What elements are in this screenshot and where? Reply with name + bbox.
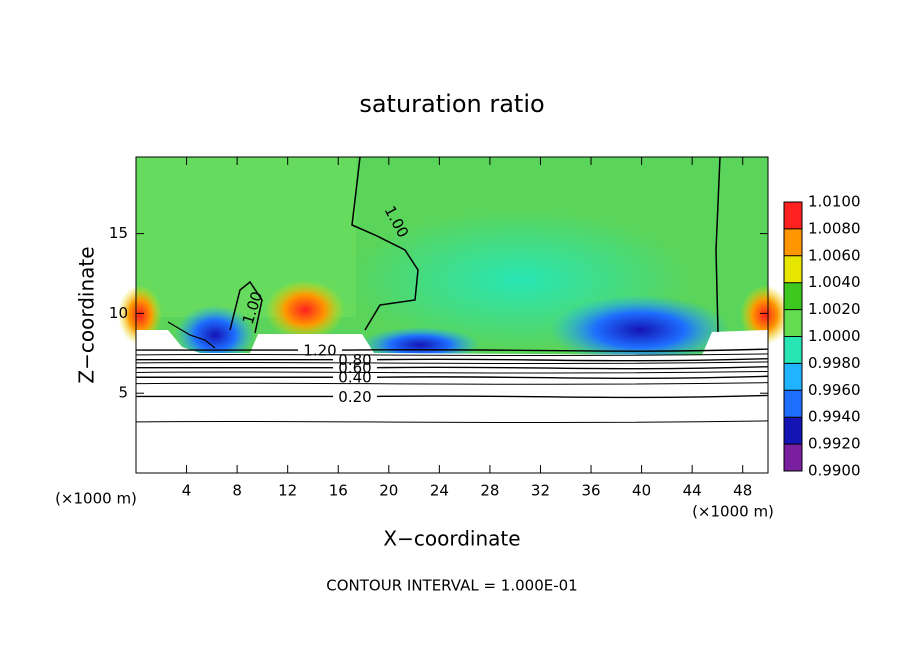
- colorbar-label: 1.0100: [808, 193, 861, 211]
- contour-label: 0.60: [338, 359, 371, 377]
- y-tick-label: 15: [109, 224, 128, 242]
- contour-line: [136, 394, 769, 399]
- colorbar-label: 0.9940: [808, 408, 861, 426]
- y-tick-label: 5: [118, 384, 128, 402]
- x-unit: (×1000 m): [692, 503, 774, 521]
- x-tick-label: 32: [531, 482, 550, 500]
- contour-line: [135, 382, 769, 385]
- chart-title: saturation ratio: [359, 90, 544, 118]
- x-tick-label: 40: [632, 482, 651, 500]
- x-tick-label: 4: [182, 482, 192, 500]
- colorbar-swatch: [784, 228, 802, 256]
- colorbar-label: 1.0080: [808, 219, 861, 237]
- x-axis-label: X−coordinate: [383, 527, 520, 551]
- contour-label: 0.40: [338, 369, 371, 387]
- x-tick-label: 24: [430, 482, 449, 500]
- colorbar-swatch: [784, 336, 802, 364]
- x-tick-label: 16: [329, 482, 348, 500]
- contour-label: 0.80: [338, 351, 371, 369]
- colorbar-label: 0.9960: [808, 381, 861, 399]
- colorbar-swatch: [784, 363, 802, 391]
- colorbar-label: 1.0040: [808, 273, 861, 291]
- x-tick-label: 20: [379, 482, 398, 500]
- x-tick-label: 44: [683, 482, 702, 500]
- contour-line: [136, 365, 769, 370]
- colorbar-label: 1.0020: [808, 300, 861, 318]
- colorbar-label: 1.0060: [808, 246, 861, 264]
- y-axis-label: Z−coordinate: [75, 246, 99, 383]
- contour-line: [136, 357, 769, 362]
- contour-line: [135, 361, 769, 364]
- colorbar-swatch: [784, 255, 802, 283]
- contour-line: [135, 370, 769, 374]
- x-tick-label: 12: [278, 482, 297, 500]
- colorbar-swatch: [784, 417, 802, 445]
- x-tick-label: 36: [581, 482, 600, 500]
- contour-line: [135, 420, 769, 424]
- contour-line: [135, 353, 769, 357]
- colorbar-label: 0.9920: [808, 435, 861, 453]
- colorbar-label: 0.9900: [808, 462, 861, 480]
- contour-label: 1.20: [303, 342, 336, 360]
- x-tick-label: 48: [733, 482, 752, 500]
- x-tick-label: 8: [232, 482, 242, 500]
- contour-line: [136, 375, 769, 379]
- colorbar-label: 1.0000: [808, 327, 861, 345]
- contour-line: [136, 348, 769, 352]
- colorbar-label: 0.9980: [808, 354, 861, 372]
- note: CONTOUR INTERVAL = 1.000E-01: [326, 577, 577, 595]
- y-tick-label: 10: [109, 304, 128, 322]
- colorbar-swatch: [784, 202, 802, 229]
- plot-frame: [135, 156, 769, 474]
- colorbar-swatch: [784, 309, 802, 337]
- colorbar-swatch: [784, 390, 802, 418]
- x-tick-label: 28: [480, 482, 499, 500]
- colorbar-swatch: [784, 282, 802, 310]
- contour-label: 0.20: [338, 388, 371, 406]
- y-unit: (×1000 m): [55, 490, 137, 508]
- colorbar-swatch: [784, 444, 802, 471]
- field: [118, 156, 790, 473]
